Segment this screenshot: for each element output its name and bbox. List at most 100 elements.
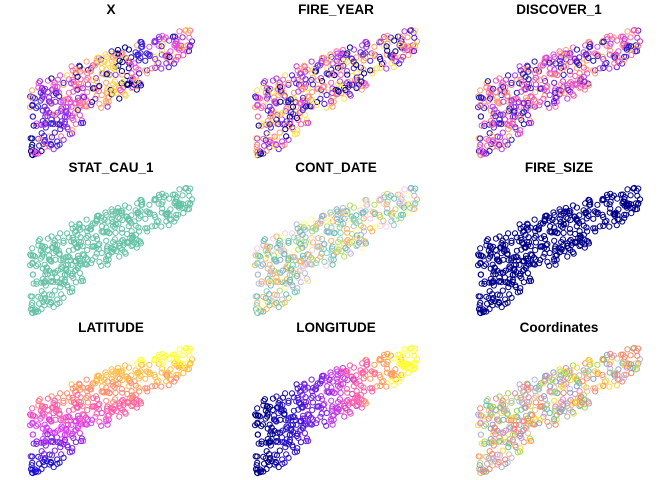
scatter-point bbox=[254, 453, 261, 460]
scatter-point bbox=[39, 118, 46, 125]
scatter-point bbox=[339, 46, 346, 54]
scatter-point bbox=[299, 94, 307, 102]
scatter-point bbox=[358, 86, 365, 93]
scatter-point bbox=[525, 386, 532, 393]
scatter-point bbox=[52, 83, 59, 91]
scatter-point bbox=[567, 78, 574, 86]
scatter-point bbox=[339, 204, 346, 212]
scatter-point bbox=[508, 81, 515, 88]
scatter-point bbox=[331, 72, 338, 79]
scatter-point bbox=[57, 284, 64, 291]
scatter-point bbox=[557, 87, 564, 94]
scatter-point bbox=[329, 421, 336, 428]
scatter-point bbox=[91, 62, 99, 69]
scatter-point bbox=[144, 228, 151, 235]
scatter-point bbox=[50, 240, 57, 247]
panel-x: X bbox=[27, 2, 196, 159]
scatter-point bbox=[353, 74, 360, 81]
scatter-point bbox=[543, 242, 550, 249]
scatter-point bbox=[623, 364, 631, 371]
scatter-point bbox=[548, 229, 555, 236]
scatter-point bbox=[142, 375, 149, 382]
scatter-point bbox=[502, 296, 509, 303]
scatter-point bbox=[391, 195, 398, 202]
scatter-point bbox=[599, 37, 606, 45]
scatter-point bbox=[585, 240, 593, 247]
scatter-point bbox=[492, 431, 499, 438]
scatter-point bbox=[28, 94, 35, 101]
scatter-point bbox=[262, 295, 269, 302]
scatter-point bbox=[520, 439, 528, 446]
scatter-point bbox=[182, 345, 189, 352]
scatter-point bbox=[305, 252, 312, 259]
scatter-point bbox=[78, 278, 85, 285]
scatter-point bbox=[182, 185, 189, 192]
scatter-point bbox=[308, 234, 315, 242]
scatter-point bbox=[298, 418, 305, 425]
scatter-point bbox=[69, 225, 76, 232]
scatter-point bbox=[498, 240, 505, 247]
scatter-point bbox=[319, 55, 326, 62]
scatter-point bbox=[36, 78, 44, 85]
scatter-point bbox=[554, 72, 561, 79]
scatter-point bbox=[491, 106, 498, 113]
scatter-point bbox=[566, 68, 574, 75]
scatter-point bbox=[35, 402, 42, 409]
scatter-point bbox=[532, 70, 539, 77]
scatter-point bbox=[328, 237, 335, 244]
scatter-point bbox=[155, 191, 163, 198]
scatter-point bbox=[38, 85, 45, 92]
scatter-point bbox=[277, 256, 284, 263]
scatter-point bbox=[592, 228, 599, 235]
scatter-point bbox=[279, 296, 286, 303]
scatter-point bbox=[496, 233, 503, 240]
scatter-point bbox=[317, 253, 324, 260]
scatter-point bbox=[331, 230, 338, 237]
scatter-point bbox=[520, 108, 528, 115]
scatter-point bbox=[502, 460, 509, 467]
scatter-point bbox=[498, 400, 505, 407]
scatter-point bbox=[88, 102, 95, 109]
scatter-point bbox=[342, 244, 349, 252]
scatter-point bbox=[159, 365, 166, 372]
scatter-point bbox=[54, 83, 61, 91]
scatter-point bbox=[492, 246, 499, 253]
scatter-point bbox=[583, 224, 590, 231]
scatter-point bbox=[303, 421, 310, 428]
scatter-point bbox=[360, 369, 367, 376]
scatter-point bbox=[551, 389, 558, 396]
panel-coordinates: Coordinates bbox=[475, 320, 644, 477]
scatter-point bbox=[583, 369, 590, 376]
scatter-point bbox=[297, 108, 304, 115]
scatter-point bbox=[309, 98, 316, 105]
scatter-point bbox=[57, 126, 64, 133]
scatter-point bbox=[376, 355, 383, 363]
scatter-point bbox=[526, 261, 533, 268]
scatter-point bbox=[549, 216, 556, 223]
scatter-point bbox=[265, 245, 272, 252]
scatter-point bbox=[334, 87, 341, 94]
scatter-point bbox=[556, 366, 563, 373]
scatter-point bbox=[590, 215, 597, 222]
scatter-point bbox=[294, 225, 301, 232]
scatter-point bbox=[524, 270, 532, 277]
scatter-point bbox=[36, 142, 43, 149]
scatter-point bbox=[491, 424, 498, 431]
scatter-point bbox=[531, 216, 538, 223]
scatter-point bbox=[633, 366, 641, 373]
scatter-point bbox=[309, 256, 316, 263]
scatter-point bbox=[558, 406, 565, 413]
scatter-point bbox=[564, 413, 571, 420]
scatter-point bbox=[496, 460, 503, 467]
scatter-point bbox=[92, 413, 99, 420]
scatter-point bbox=[377, 222, 384, 229]
scatter-point bbox=[277, 401, 284, 409]
scatter-point bbox=[69, 445, 76, 452]
scatter-point bbox=[101, 216, 108, 223]
scatter-point bbox=[546, 377, 553, 384]
scatter-point bbox=[78, 120, 85, 127]
scatter-point bbox=[30, 440, 37, 447]
scatter-point bbox=[271, 143, 278, 150]
scatter-point bbox=[123, 373, 131, 380]
scatter-point bbox=[29, 87, 36, 94]
